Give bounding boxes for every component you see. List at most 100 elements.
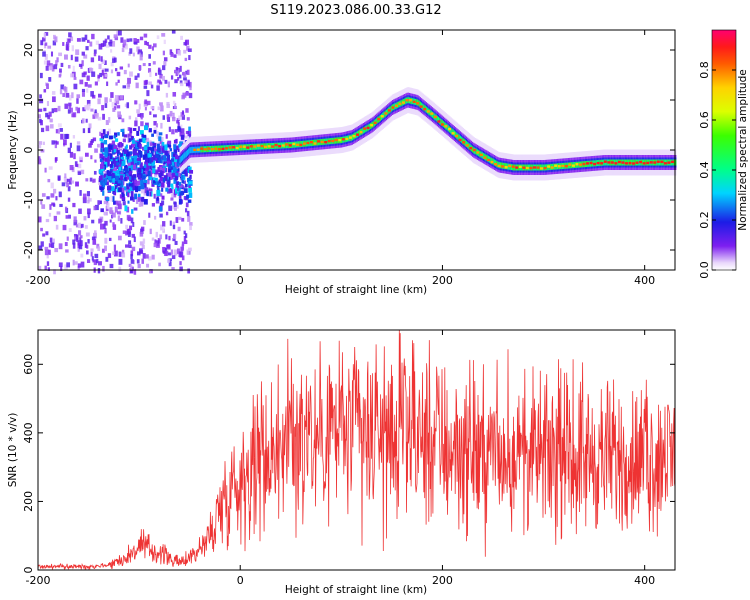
spectrogram-noise-mark: [38, 141, 43, 145]
spectrogram-noise-mark: [148, 188, 153, 192]
spectrogram-noise-mark: [144, 158, 149, 163]
spectrogram-core-mark: [634, 159, 637, 166]
spectrogram-noise-mark: [67, 147, 71, 154]
spectrogram-noise-mark: [170, 249, 173, 255]
spectrogram-noise-mark: [69, 142, 72, 148]
spectrogram-noise-mark: [121, 118, 125, 123]
spectrogram-noise-mark: [114, 138, 119, 142]
spectrogram-noise-mark: [71, 113, 76, 118]
spectrogram-noise-mark: [68, 32, 72, 38]
spectrogram-peak-mark: [635, 161, 639, 164]
spectrogram-noise-mark: [130, 161, 134, 165]
spectrogram-peak-mark: [540, 167, 544, 170]
spectrogram-core-mark: [383, 111, 386, 118]
spectrogram-noise-mark: [117, 143, 121, 147]
spectrogram-peak-mark: [494, 162, 498, 166]
spectrogram-noise-mark: [176, 189, 180, 194]
spectrogram-noise-mark: [51, 65, 55, 72]
spectrogram-noise-mark: [117, 111, 121, 118]
spectrogram-noise-mark: [149, 71, 152, 78]
spectrogram-noise-mark: [104, 60, 107, 65]
spectrogram-noise-mark: [140, 179, 144, 185]
spectrogram-noise-mark: [176, 248, 180, 254]
spectrogram-noise-mark: [131, 246, 136, 252]
spectrogram-noise-mark: [72, 243, 76, 249]
spectrogram-noise-mark: [114, 200, 118, 205]
spectrogram-noise-mark: [157, 181, 160, 185]
spectrogram-noise-mark: [152, 168, 156, 174]
spectrogram-noise-mark: [102, 113, 105, 120]
spectrogram-noise-mark: [122, 138, 126, 143]
spectrogram-peak-mark: [232, 146, 236, 149]
spectrogram-noise-mark: [99, 223, 104, 230]
spectrogram-noise-mark: [81, 60, 84, 67]
spectrogram-noise-mark: [154, 215, 157, 220]
spectrogram-noise-mark: [79, 190, 82, 196]
spectrogram-noise-mark: [130, 191, 134, 197]
spectrogram-ticks: -200 0 200 400 -20 -10 0 10 20: [22, 30, 675, 287]
spectrogram-noise-mark: [188, 126, 191, 131]
spectrogram-noise-mark: [44, 42, 48, 46]
spectrogram-noise-mark: [156, 190, 161, 196]
spectrogram-noise-mark: [83, 216, 87, 221]
spectrogram-core-mark: [419, 101, 422, 108]
spectrogram-peak-mark: [380, 115, 384, 118]
spectrogram-noise-mark: [113, 149, 117, 153]
spectrogram-noise-mark: [157, 143, 160, 149]
spectrogram-core-mark: [592, 160, 594, 167]
spectrogram-noise-mark: [88, 198, 92, 202]
spectrogram-noise-mark: [86, 39, 90, 43]
spectrogram-noise-mark: [155, 177, 158, 182]
spectrogram-noise-mark: [110, 49, 113, 53]
spectrogram-noise-mark: [157, 183, 162, 187]
spectrogram-noise-mark: [183, 180, 186, 184]
spectrogram-noise-mark: [118, 258, 123, 265]
spectrogram-noise-mark: [113, 200, 116, 205]
spectrogram-noise-mark: [62, 93, 66, 98]
spectrogram-xtick-label: 400: [634, 274, 655, 287]
spectrogram-noise-mark: [176, 159, 180, 164]
spectrogram-noise-mark: [102, 183, 106, 188]
spectrogram-noise-mark: [97, 200, 100, 205]
spectrogram-noise-mark: [110, 186, 115, 191]
spectrogram-noise-mark: [119, 66, 124, 70]
spectrogram-noise-mark: [65, 215, 69, 219]
spectrogram-noise-mark: [107, 35, 110, 40]
spectrogram-noise-mark: [131, 209, 134, 214]
spectrogram-noise-mark: [158, 81, 163, 85]
spectrogram-noise-mark: [165, 134, 168, 139]
spectrogram-noise-mark: [99, 187, 104, 191]
spectrogram-noise-mark: [65, 178, 69, 184]
spectrogram-peak-mark: [543, 166, 547, 170]
spectrogram-noise-mark: [161, 33, 166, 37]
spectrogram-core-mark: [189, 147, 192, 154]
spectrogram-noise-mark: [89, 67, 92, 72]
spectrogram-noise-mark: [71, 45, 75, 52]
spectrogram-noise-mark: [167, 179, 171, 183]
spectrogram-noise-mark: [92, 137, 97, 142]
spectrogram-noise-mark: [66, 41, 70, 48]
spectrogram-noise-mark: [137, 174, 141, 180]
spectrogram-noise-mark: [183, 188, 188, 193]
spectrogram-noise-mark: [78, 156, 83, 160]
spectrogram-noise-mark: [80, 169, 85, 175]
spectrogram-noise-mark: [135, 142, 139, 148]
spectrogram-noise-mark: [68, 103, 72, 109]
spectrogram-noise-mark: [177, 191, 182, 196]
spectrogram-noise-mark: [175, 217, 179, 223]
spectrogram-noise-mark: [57, 175, 61, 181]
spectrogram-noise-mark: [121, 190, 124, 195]
spectrogram-peak-mark: [426, 110, 430, 113]
spectrogram-core-mark: [538, 164, 541, 171]
spectrogram-noise-mark: [173, 177, 177, 184]
spectrogram-noise-mark: [83, 54, 88, 59]
spectrogram-noise-mark: [43, 60, 47, 65]
spectrogram-noise-mark: [86, 244, 89, 249]
spectrogram-noise-mark: [72, 239, 76, 245]
spectrogram-noise-mark: [161, 75, 165, 81]
spectrogram-noise-mark: [153, 120, 157, 126]
spectrogram-noise-mark: [162, 226, 165, 232]
spectrogram-noise-mark: [149, 269, 152, 274]
spectrogram-peak-mark: [366, 126, 370, 130]
spectrogram-noise-mark: [105, 120, 109, 126]
